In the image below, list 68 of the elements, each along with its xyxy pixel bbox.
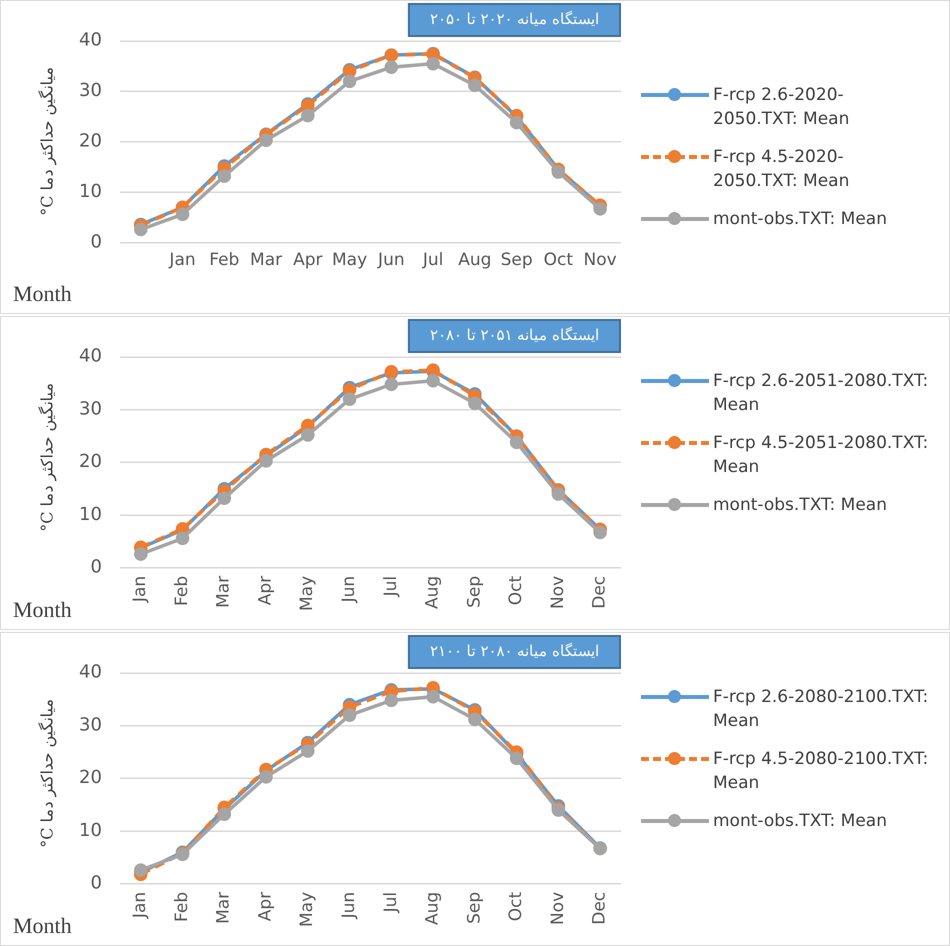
- x-tick-label: Jan: [130, 576, 150, 604]
- x-tick-label: Nov: [548, 892, 568, 926]
- x-tick-label: Sep: [500, 250, 533, 270]
- x-tick-label: Nov: [584, 250, 617, 270]
- y-tick-label: 40: [79, 346, 102, 367]
- y-tick-label: 40: [79, 662, 102, 683]
- x-tick-label: Oct: [506, 892, 526, 922]
- x-tick-label: Jul: [422, 250, 444, 270]
- y-tick-label: 10: [79, 504, 102, 525]
- chart-title: ایستگاه میانه ۲۰۲۰ تا ۲۰۵۰: [430, 10, 600, 28]
- y-tick-label: 10: [79, 820, 102, 841]
- x-tick-label: Dec: [590, 892, 610, 925]
- x-axis-title: Month: [13, 597, 72, 623]
- legend-label: F-rcp 4.5-2051-2080.TXT: Mean: [713, 432, 930, 479]
- x-tick-label: Oct: [506, 576, 526, 606]
- x-tick-label: Apr: [255, 576, 276, 606]
- legend-label: mont-obs.TXT: Mean: [713, 494, 888, 517]
- x-tick-label: Jul: [380, 892, 401, 914]
- x-tick-label: May: [297, 892, 318, 928]
- legend-label: mont-obs.TXT: Mean: [713, 810, 888, 833]
- x-tick-label: Jan: [168, 250, 196, 270]
- legend-label: F-rcp 2.6-2080-2100.TXT: Mean: [713, 686, 930, 733]
- x-axis-title: Month: [13, 281, 72, 307]
- x-tick-label: Feb: [172, 892, 192, 922]
- y-tick-label: 30: [79, 714, 102, 736]
- x-tick-label: Mar: [250, 250, 282, 270]
- y-tick-label: 30: [79, 398, 102, 420]
- x-tick-label: Jun: [338, 576, 359, 604]
- legend-label: F-rcp 2.6-2051-2080.TXT: Mean: [713, 370, 930, 417]
- y-axis-title: میانگین حداکثر دما C°: [38, 698, 56, 848]
- y-tick-label: 20: [79, 767, 102, 788]
- x-tick-label: May: [332, 250, 368, 270]
- y-tick-label: 40: [79, 30, 102, 51]
- y-tick-label: 20: [79, 130, 102, 152]
- legend-label: F-rcp 4.5-2020-2050.TXT: Mean: [713, 146, 850, 193]
- y-axis-title: میانگین حداکثر دما C°: [38, 66, 56, 216]
- x-tick-label: Nov: [548, 576, 568, 610]
- x-tick-label: Jun: [377, 250, 405, 270]
- x-tick-label: Feb: [209, 250, 240, 270]
- x-tick-label: Apr: [255, 892, 276, 922]
- legend-label: F-rcp 2.6-2020-2050.TXT: Mean: [713, 84, 850, 131]
- x-tick-label: Sep: [464, 892, 484, 924]
- y-tick-label: 30: [79, 80, 102, 102]
- x-tick-label: Dec: [590, 576, 610, 609]
- y-tick-label: 0: [90, 231, 102, 252]
- y-tick-label: 0: [90, 556, 102, 578]
- y-tick-label: 20: [79, 451, 102, 472]
- legend-label: mont-obs.TXT: Mean: [713, 208, 888, 231]
- x-tick-label: Jan: [130, 892, 150, 920]
- x-tick-label: Feb: [172, 576, 192, 606]
- x-tick-label: Jul: [380, 576, 401, 598]
- x-axis-title: Month: [13, 913, 72, 939]
- x-tick-label: Sep: [464, 576, 484, 608]
- chart-title: ایستگاه میانه ۲۰۸۰ تا ۲۱۰۰: [430, 642, 600, 660]
- x-tick-label: Mar: [214, 892, 234, 924]
- x-tick-label: Aug: [422, 892, 443, 926]
- x-tick-label: Jun: [338, 892, 359, 920]
- x-tick-label: Oct: [544, 250, 574, 270]
- x-tick-label: Aug: [458, 250, 492, 270]
- chart-title: ایستگاه میانه ۲۰۵۱ تا ۲۰۸۰: [430, 326, 600, 344]
- x-tick-label: Mar: [214, 576, 234, 608]
- x-tick-label: May: [297, 576, 318, 612]
- y-tick-label: 0: [90, 872, 102, 894]
- legend-label: F-rcp 4.5-2080-2100.TXT: Mean: [713, 748, 930, 795]
- x-tick-label: Apr: [293, 250, 323, 270]
- y-tick-label: 10: [79, 180, 102, 202]
- y-axis-title: میانگین حداکثر دما C°: [38, 382, 56, 532]
- x-tick-label: Aug: [422, 576, 443, 610]
